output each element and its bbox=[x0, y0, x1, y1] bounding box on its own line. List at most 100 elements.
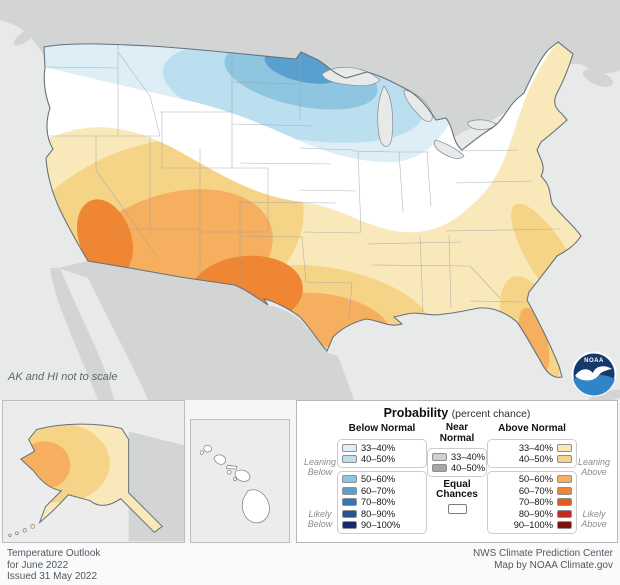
alaska-outline bbox=[19, 423, 163, 533]
color-swatch bbox=[557, 498, 572, 507]
legend-row: 40–50% bbox=[432, 462, 486, 474]
color-swatch bbox=[342, 509, 357, 518]
legend-title-note: (percent chance) bbox=[451, 408, 531, 420]
legend-row-label: 90–100% bbox=[513, 520, 553, 531]
legend-row: 70–80% bbox=[492, 497, 572, 508]
legend-row: 90–100% bbox=[492, 519, 572, 530]
nova-scotia bbox=[582, 69, 614, 87]
noaa-emblem-icon: NOAA bbox=[571, 351, 617, 397]
color-swatch bbox=[557, 475, 572, 484]
equal-chances-label: Equal Chances bbox=[436, 478, 478, 501]
map-credit: Map by NOAA Climate.gov bbox=[494, 559, 613, 571]
scale-note: AK and HI not to scale bbox=[8, 371, 118, 383]
noaa-logo: NOAA bbox=[571, 351, 617, 397]
island-kauai bbox=[203, 444, 212, 453]
legend-row-label: 33–40% bbox=[361, 442, 396, 453]
color-swatch bbox=[557, 509, 572, 518]
baja-peninsula bbox=[50, 268, 114, 400]
legend-title: Probability (percent chance) bbox=[303, 406, 611, 420]
footer: Temperature Outlook for June 2022 Issued… bbox=[0, 543, 620, 585]
lake-erie bbox=[433, 139, 465, 159]
legend-near-column: Near Normal 33–40% 40–50% Equal Chances bbox=[427, 422, 487, 537]
color-swatch bbox=[432, 464, 447, 473]
conus-outlook-map bbox=[0, 0, 620, 400]
legend-row: 50–60% bbox=[342, 474, 422, 485]
legend-row: 40–50% bbox=[492, 453, 572, 464]
legend-side-labels-left: Leaning Below Likely Below bbox=[303, 423, 337, 537]
seagull-icon bbox=[575, 366, 612, 381]
legend-row-label: 80–90% bbox=[361, 508, 396, 519]
below-leaning-group: 33–40% 40–50% bbox=[337, 439, 427, 468]
legend-row-label: 80–90% bbox=[518, 508, 553, 519]
footer-attribution-right: NWS Climate Prediction Center Map by NOA… bbox=[473, 548, 613, 585]
above-normal-header: Above Normal bbox=[498, 423, 566, 434]
below-normal-header: Below Normal bbox=[348, 423, 416, 434]
legend-row: 33–40% bbox=[342, 442, 422, 453]
island-oahu bbox=[213, 454, 226, 465]
legend-below-column: Below Normal 33–40% 40–50% 50–60% bbox=[337, 423, 427, 537]
legend-row-label: 40–50% bbox=[361, 454, 396, 465]
legend-row-label: 60–70% bbox=[518, 485, 553, 496]
color-swatch bbox=[557, 443, 572, 452]
hawaii-inset bbox=[190, 419, 290, 543]
equal-chances-swatch bbox=[447, 503, 467, 514]
alaska-map bbox=[8, 423, 184, 542]
below-likely-group: 50–60% 60–70% 70–80% 80–90% bbox=[337, 470, 427, 534]
legend-row-label: 40–50% bbox=[451, 463, 486, 474]
legend-row: 33–40% bbox=[432, 451, 485, 462]
color-swatch bbox=[342, 486, 357, 495]
legend-title-text: Probability bbox=[383, 406, 449, 420]
color-swatch bbox=[432, 452, 447, 461]
legend-row-label: 33–40% bbox=[518, 442, 553, 453]
equal-chances: Equal Chances bbox=[427, 478, 487, 518]
legend-columns: Leaning Below Likely Below Below Normal … bbox=[303, 422, 611, 537]
color-swatch bbox=[557, 486, 572, 495]
legend-row: 80–90% bbox=[342, 508, 422, 519]
logo-text: NOAA bbox=[584, 358, 604, 364]
color-swatch bbox=[342, 521, 357, 530]
island-molokai bbox=[225, 464, 238, 470]
legend-row-label: 90–100% bbox=[361, 520, 401, 531]
cuba bbox=[588, 389, 620, 400]
mexico-landmass bbox=[58, 261, 354, 400]
island-niihau bbox=[199, 450, 204, 455]
footer-attribution-left: Temperature Outlook for June 2022 Issued… bbox=[7, 548, 100, 585]
island-kahoolawe bbox=[233, 477, 238, 482]
logo-ocean bbox=[573, 374, 615, 396]
near-normal-group: 33–40% 40–50% bbox=[427, 448, 487, 477]
legend-row-label: 50–60% bbox=[518, 474, 553, 485]
hawaii-map bbox=[199, 444, 270, 524]
legend-row: 60–70% bbox=[492, 485, 572, 496]
legend-row: 90–100% bbox=[342, 519, 422, 530]
state-borders bbox=[44, 45, 561, 321]
source-agency: NWS Climate Prediction Center bbox=[472, 548, 613, 559]
aleutian-islands bbox=[8, 524, 35, 537]
island-hawaii bbox=[242, 489, 270, 524]
probability-legend: Probability (percent chance) Leaning Bel… bbox=[296, 400, 618, 543]
color-swatch bbox=[557, 521, 572, 530]
color-swatch bbox=[342, 443, 357, 452]
legend-row: 50–60% bbox=[492, 474, 572, 485]
leaning-above-label: Leaning Above bbox=[577, 457, 611, 477]
near-normal-header: Near Normal bbox=[439, 422, 475, 444]
outlook-period: for June 2022 bbox=[7, 559, 69, 571]
color-swatch bbox=[557, 455, 572, 464]
legend-row: 60–70% bbox=[342, 485, 422, 496]
legend-row-label: 40–50% bbox=[518, 454, 553, 465]
lake-ontario bbox=[467, 119, 497, 131]
likely-below-label: Likely Below bbox=[307, 509, 333, 529]
above-likely-group: 50–60% 60–70% 70–80% 80–90% bbox=[487, 470, 577, 534]
hawaiian-islands bbox=[199, 444, 270, 524]
lake-huron bbox=[403, 89, 433, 122]
lake-michigan bbox=[377, 85, 394, 147]
legend-row-label: 70–80% bbox=[518, 497, 553, 508]
legend-above-column: Above Normal 33–40% 40–50% 50–60% bbox=[487, 423, 577, 537]
color-swatch bbox=[342, 455, 357, 464]
legend-row-label: 60–70% bbox=[361, 485, 396, 496]
map-area: AK and HI not to scale NOAA bbox=[0, 0, 620, 400]
above-leaning-group: 33–40% 40–50% bbox=[487, 439, 577, 468]
legend-row: 33–40% bbox=[492, 442, 572, 453]
conus-outline bbox=[43, 41, 582, 378]
issued-date: Issued 31 May 2022 bbox=[7, 571, 98, 582]
